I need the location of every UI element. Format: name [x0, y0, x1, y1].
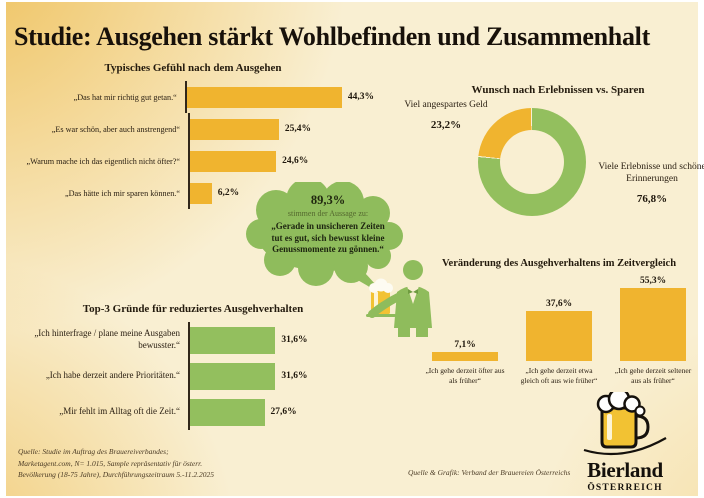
bar-value: 25,4%: [284, 124, 312, 134]
bar-row: „Das hätte ich mir sparen können.“ 6,2%: [12, 177, 374, 209]
arm: [368, 292, 404, 318]
bar-label: „Ich gehe derzeit öfter aus als früher“: [425, 366, 505, 386]
bar-row: „Mir fehlt im Alltag oft die Zeit.“ 27,6%: [12, 394, 374, 430]
bar-track: 31,6%: [188, 322, 374, 358]
agree-lead: stimmen der Aussage zu:: [287, 209, 369, 218]
bar-stack: 7,1%: [432, 273, 498, 361]
chart-behaviour-change: Veränderung des Ausgehverhaltens im Zeit…: [424, 258, 694, 386]
logo-wordmark: Bierland: [587, 458, 663, 482]
bierland-logo: Bierland ÖSTERREICH: [582, 387, 668, 493]
beer-mug-icon: [583, 387, 667, 456]
bar-column: 55,3% „Ich gehe derzeit seltener aus als …: [613, 273, 693, 386]
bar-column: 37,6% „Ich gehe derzeit etwa gleich oft a…: [519, 273, 599, 386]
donut-chart: [478, 108, 586, 216]
chart-title: Typisches Gefühl nach dem Ausgehen: [104, 62, 282, 74]
bar-column: 7,1% „Ich gehe derzeit öfter aus als früh…: [425, 273, 505, 386]
bar-label: „Ich hinterfrage / plane meine Ausgaben …: [34, 328, 180, 350]
bar-label: „Mir fehlt im Alltag oft die Zeit.“: [59, 406, 180, 417]
chart-top3-reasons: Top-3 Gründe für reduziertes Ausgehverha…: [12, 303, 374, 430]
bar-row: „Es war schön, aber auch anstrengend“ 25,…: [12, 113, 374, 145]
bar-value: 55,3%: [639, 276, 667, 287]
bar-track: 27,6%: [188, 394, 374, 430]
bar: [432, 351, 498, 361]
bar-rows: „Das hat mir richtig gut getan.“ 44,3% „Es…: [12, 81, 374, 209]
slice-label: Viel angespartes Geld: [404, 100, 488, 110]
bar-label: „Das hat mir richtig gut getan.“: [73, 92, 177, 102]
bar-track: 24,6%: [188, 145, 374, 177]
swoosh-line: [583, 437, 667, 456]
logo-subtitle: ÖSTERREICH: [587, 483, 663, 493]
donut-label-savings: Viel angespartes Geld 23,2%: [400, 100, 492, 133]
bar: [186, 86, 342, 108]
speech-cloud-text: 89,3% stimmen der Aussage zu: „Gerade in…: [252, 193, 404, 256]
chart-typical-feelings: Typisches Gefühl nach dem Ausgehen „Das …: [12, 62, 374, 209]
waiter-with-beer-icon: [366, 260, 432, 337]
bar-value: 27,6%: [270, 407, 297, 417]
bar: [526, 311, 592, 361]
bar-row: „Das hat mir richtig gut getan.“ 44,3%: [12, 81, 374, 113]
slice-value: 76,8%: [636, 192, 668, 205]
bar-value: 37,6%: [545, 299, 573, 310]
bar: [190, 362, 276, 390]
bar-value: 7,1%: [454, 339, 476, 350]
donut-label-experiences: Viele Erlebnisse und schöne Erinnerungen…: [588, 162, 704, 207]
chart-title: Veränderung des Ausgehverhaltens im Zeit…: [441, 258, 677, 269]
speech-cloud: [246, 182, 403, 299]
bar: [190, 398, 265, 426]
bar-rows: „Ich hinterfrage / plane meine Ausgaben …: [12, 322, 374, 430]
bar-label: „Es war schön, aber auch anstrengend“: [51, 124, 180, 134]
head: [403, 260, 423, 280]
bar-label: „Das hätte ich mir sparen können.“: [64, 188, 180, 198]
bar-track: 44,3%: [184, 81, 374, 113]
bar-value: 44,3%: [347, 92, 374, 102]
chart-title: Wunsch nach Erlebnissen vs. Sparen: [471, 84, 645, 96]
bar: [190, 118, 279, 140]
bar-value: 24,6%: [282, 156, 309, 166]
bar-columns: 7,1% „Ich gehe derzeit öfter aus als früh…: [424, 273, 694, 386]
source-line: Bevölkerung (18-75 Jahre), Durchführungs…: [18, 470, 214, 480]
bar-label: „Ich gehe derzeit etwa gleich oft aus wi…: [520, 366, 598, 386]
bar-row: „Ich hinterfrage / plane meine Ausgaben …: [12, 322, 374, 358]
bar: [190, 326, 276, 354]
bar-label: „Warum mache ich das eigentlich nicht öf…: [26, 156, 180, 166]
source-line: Quelle: Studie im Auftrag des Brauereive…: [18, 447, 169, 456]
bar: [190, 150, 277, 172]
source-note: Quelle: Studie im Auftrag des Brauereive…: [18, 446, 338, 481]
bar: [620, 288, 686, 361]
agree-quote: „Gerade in unsicheren Zeiten tut es gut,…: [271, 221, 385, 255]
page-title: Studie: Ausgehen stärkt Wohlbefinden und…: [14, 22, 650, 51]
slice-value: 23,2%: [430, 118, 462, 131]
bar-track: 31,6%: [188, 358, 374, 394]
agree-percent: 89,3%: [310, 193, 346, 207]
bar: [190, 182, 212, 204]
bar-value: 31,6%: [281, 335, 308, 345]
bar-label: „Ich habe derzeit andere Prioritäten.“: [45, 370, 180, 381]
bar-track: 25,4%: [188, 113, 374, 145]
slice-label: Viele Erlebnisse und schöne Erinnerungen: [598, 162, 704, 184]
bar-value: 31,6%: [281, 371, 308, 381]
bar-row: „Ich habe derzeit andere Prioritäten.“ 31…: [12, 358, 374, 394]
source-line: Marketagent.com, N= 1.015, Sample repräs…: [18, 458, 203, 468]
bar-row: „Warum mache ich das eigentlich nicht öf…: [12, 145, 374, 177]
bar-label: „Ich gehe derzeit seltener aus als frühe…: [614, 366, 692, 386]
bar-track: 6,2%: [188, 177, 374, 209]
bow-tie: [408, 289, 418, 294]
chart-title: Top-3 Gründe für reduziertes Ausgehverha…: [82, 303, 304, 315]
bar-stack: 37,6%: [526, 273, 592, 361]
bar-stack: 55,3%: [620, 273, 686, 361]
bar-value: 6,2%: [217, 188, 240, 198]
credit-line: Quelle & Grafik: Verband der Brauereien …: [408, 468, 571, 477]
